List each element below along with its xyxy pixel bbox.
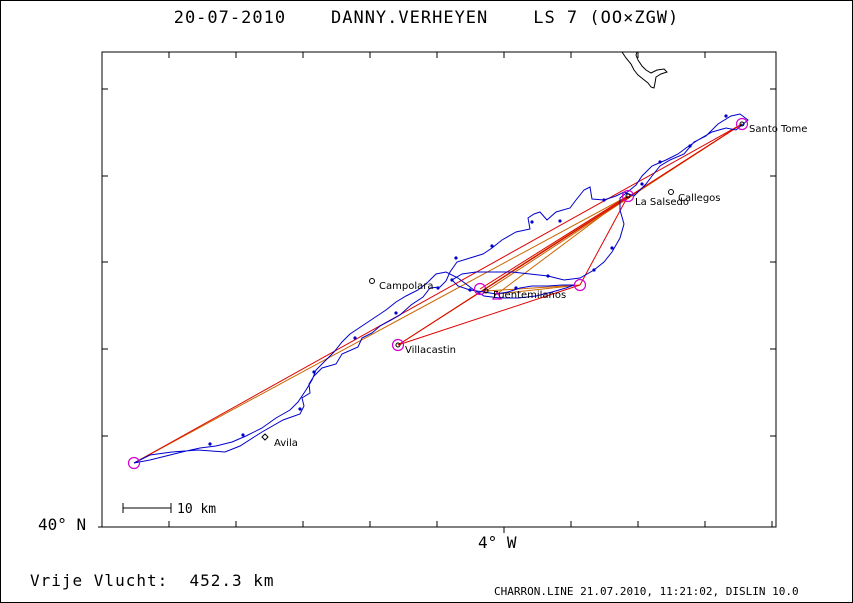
turnpoint-santo-tome [735, 117, 749, 131]
reservoir-outline [621, 51, 668, 89]
place-marker-santo-tome [739, 121, 745, 127]
turnpoint-east [573, 278, 587, 292]
latitude-label: 40° N [38, 515, 87, 534]
place-label-la-salsedo: La Salsedo [635, 197, 689, 208]
place-label-callegos: Callegos [678, 193, 721, 204]
turnpoint-la-salsedo [621, 189, 635, 203]
right-axis-ticks [770, 88, 776, 437]
scale-bar [122, 503, 172, 513]
top-axis-ticks [168, 52, 706, 58]
turnpoint-villacastin [391, 338, 405, 352]
bottom-axis-ticks [168, 521, 773, 533]
map-border [101, 51, 777, 528]
place-marker-fuentemilanos [483, 288, 489, 294]
turnpoint-start [127, 456, 141, 470]
place-label-villacastin: Villacastin [405, 345, 456, 356]
place-marker-la-salsedo [625, 193, 631, 199]
place-label-santo-tome: Santo Tome [749, 124, 807, 135]
flight-title: 20-07-2010 DANNY.VERHEYEN LS 7 (OO×ZGW) [173, 8, 680, 28]
free-flight-distance: Vrije Vlucht: 452.3 km [30, 571, 275, 590]
place-markers [261, 121, 745, 441]
track-markers [208, 114, 728, 446]
leg-lines [133, 123, 743, 464]
footer-info: CHARRON.LINE 21.07.2010, 11:21:02, DISLI… [494, 585, 799, 598]
longitude-label: 4° W [478, 533, 517, 552]
place-marker-avila [261, 433, 269, 441]
place-label-avila: Avila [274, 438, 298, 449]
place-marker-callegos [668, 189, 674, 195]
left-axis-ticks [98, 88, 108, 528]
place-marker-villacastin [395, 342, 401, 348]
finish-triangle [491, 290, 503, 300]
place-label-campolara: Campolara [379, 281, 433, 292]
place-marker-campolara [369, 278, 375, 284]
gps-track [133, 113, 749, 464]
place-label-fuentemilanos: Fuentemilanos [493, 290, 566, 301]
turnpoints [127, 117, 749, 470]
scale-bar-label: 10 km [177, 502, 216, 517]
